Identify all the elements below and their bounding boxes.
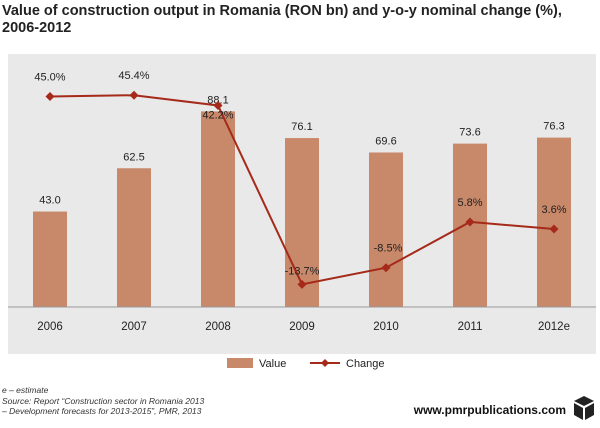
x-tick-2011: 2011 — [458, 321, 483, 333]
change-label-2007: 45.4% — [118, 70, 149, 82]
change-label-2006: 45.0% — [34, 72, 65, 84]
change-label-2012e: 3.6% — [541, 204, 566, 216]
x-tick-2012e: 2012e — [538, 321, 570, 333]
legend: Value Change — [227, 358, 385, 370]
brand-url: www.pmrpublications.com — [413, 403, 566, 417]
bar-2009 — [285, 138, 319, 307]
bars-group — [33, 111, 571, 307]
change-marker-2012e — [549, 224, 559, 234]
x-tick-2010: 2010 — [373, 321, 399, 333]
bar-label-2012e: 76.3 — [543, 121, 564, 133]
bar-label-2009: 76.1 — [291, 121, 312, 133]
bar-labels-group: 43.0 62.5 88.1 76.1 69.6 73.6 76.3 — [39, 94, 564, 206]
change-label-2008: 42.2% — [202, 109, 233, 121]
x-tick-2009: 2009 — [289, 321, 315, 333]
bar-label-2008: 88.1 — [207, 94, 228, 106]
chart-svg: 43.062.588.176.169.673.6 76.3 45.0% 45.4%4… — [8, 70, 596, 333]
cube-logo-icon — [574, 396, 594, 420]
x-ticks-group: 2006 2007 2008 2009 2010 2011 2012e — [8, 306, 596, 333]
x-tick-2006: 2006 — [37, 321, 63, 333]
change-marker-2009 — [297, 279, 307, 289]
bar-2007 — [117, 168, 151, 307]
bar-2006 — [33, 211, 67, 307]
x-tick-2008: 2008 — [205, 321, 231, 333]
legend-value-label: Value — [259, 358, 286, 370]
change-marker-2011 — [465, 217, 475, 227]
chart-title: Value of construction output in Romania … — [2, 3, 562, 36]
change-labels-group: 45.0% 45.4% 42.2% -13.7% -8.5% 5.8% 3.6% — [34, 70, 566, 277]
bar-label-2006: 43.0 — [39, 195, 60, 207]
note-source-2: – Development forecasts for 2013-2015”, … — [2, 406, 202, 416]
bar-label-2010: 69.6 — [375, 135, 396, 147]
footnotes: e – estimate Source: Report “Constructio… — [2, 385, 204, 417]
bar-label-2007: 62.5 — [123, 151, 144, 163]
change-line-group — [45, 90, 559, 289]
legend-change-label: Change — [346, 358, 385, 370]
change-marker-2007 — [129, 90, 139, 100]
bar-label-2011: 73.6 — [459, 127, 480, 139]
note-estimate: e – estimate — [2, 385, 49, 395]
bar-2010 — [369, 152, 403, 307]
legend-value-swatch — [227, 358, 253, 368]
change-marker-2010 — [381, 263, 391, 273]
change-marker-2008 — [213, 100, 223, 110]
change-marker-2006 — [45, 92, 55, 101]
bar-2012e — [537, 137, 571, 307]
x-tick-2007: 2007 — [121, 321, 147, 333]
change-label-2010: -8.5% — [374, 243, 403, 255]
change-label-2009: -13.7% — [285, 265, 320, 277]
legend-change-marker — [321, 359, 329, 367]
note-source-1: Source: Report “Construction sector in R… — [2, 395, 205, 406]
change-label-2011: 5.8% — [457, 197, 482, 209]
bar-2008 — [201, 111, 235, 307]
